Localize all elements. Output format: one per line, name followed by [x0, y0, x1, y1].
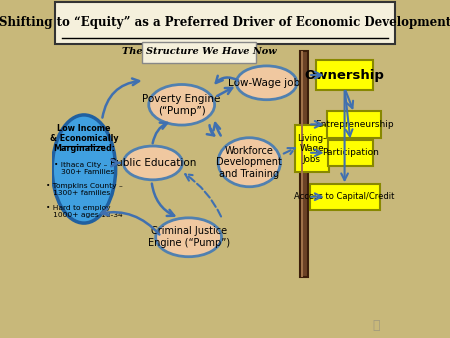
Text: Participation: Participation	[322, 148, 379, 157]
Text: • Tompkins County –
   1300+ families: • Tompkins County – 1300+ families	[45, 183, 122, 196]
FancyBboxPatch shape	[328, 111, 381, 138]
Text: Workforce
Development
and Training: Workforce Development and Training	[216, 146, 282, 179]
Text: • Ithaca City –
   300+ Families: • Ithaca City – 300+ Families	[54, 162, 114, 175]
Text: Ownership: Ownership	[305, 69, 384, 81]
FancyBboxPatch shape	[142, 42, 256, 63]
Ellipse shape	[149, 84, 215, 125]
Text: Criminal Justice
Engine (“Pump”): Criminal Justice Engine (“Pump”)	[148, 226, 230, 248]
Ellipse shape	[218, 138, 280, 187]
Text: Living-
Wage
Jobs: Living- Wage Jobs	[297, 134, 326, 164]
FancyBboxPatch shape	[310, 184, 380, 210]
FancyBboxPatch shape	[316, 60, 373, 90]
Ellipse shape	[123, 146, 182, 180]
Ellipse shape	[156, 218, 221, 257]
Ellipse shape	[52, 115, 116, 223]
Ellipse shape	[236, 66, 297, 100]
FancyBboxPatch shape	[300, 51, 308, 277]
Text: Low Income
& Economically
Marginalized:: Low Income & Economically Marginalized:	[50, 124, 118, 153]
Text: Access to Capital/Credit: Access to Capital/Credit	[294, 192, 395, 201]
Text: Entrepreneurship: Entrepreneurship	[315, 120, 394, 129]
Text: Poverty Engine
(“Pump”): Poverty Engine (“Pump”)	[143, 94, 221, 116]
Text: Public Education: Public Education	[110, 158, 196, 168]
FancyBboxPatch shape	[55, 2, 395, 44]
FancyBboxPatch shape	[295, 125, 328, 172]
Text: Low-Wage jobs: Low-Wage jobs	[228, 78, 306, 88]
Text: Shifting to “Equity” as a Preferred Driver of Economic Development: Shifting to “Equity” as a Preferred Driv…	[0, 16, 450, 29]
FancyBboxPatch shape	[328, 140, 373, 166]
Text: • Hard to employ
   1000+ ages 18-34: • Hard to employ 1000+ ages 18-34	[45, 205, 122, 218]
FancyBboxPatch shape	[301, 51, 303, 277]
Text: 🔈: 🔈	[372, 319, 379, 332]
Text: The Structure We Have Now: The Structure We Have Now	[122, 47, 276, 56]
